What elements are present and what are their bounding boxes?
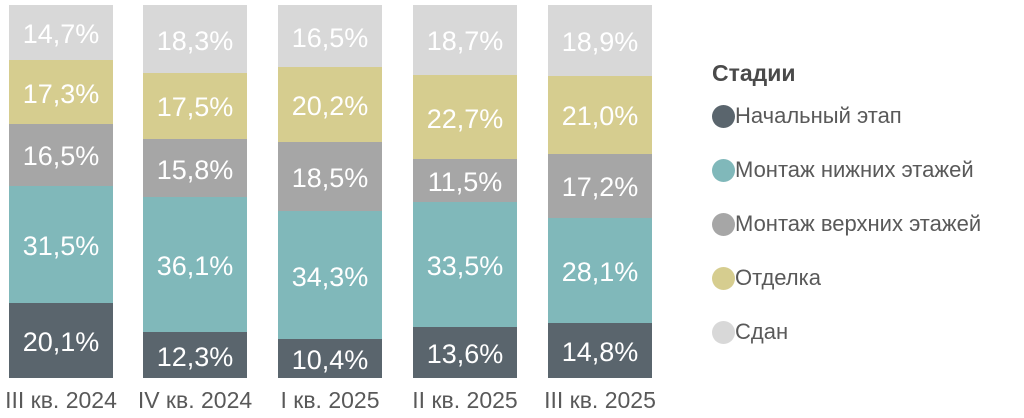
legend-swatch-icon [712, 266, 735, 290]
legend-swatch-icon [712, 104, 735, 128]
legend-label: Монтаж верхних этажей [735, 211, 982, 236]
category-label: IV кв. 2024 [137, 387, 253, 413]
legend-label: Монтаж нижних этажей [735, 157, 974, 182]
segment-value-label: 15,8% [156, 154, 234, 185]
segment-value-label: 33,5% [426, 251, 504, 282]
segment-value-label: 34,3% [291, 261, 369, 292]
bar-segment: 21,0% [548, 75, 652, 154]
bar-segment: 17,3% [9, 59, 113, 125]
segment-value-label: 11,5% [427, 167, 503, 198]
bar-segment: 13,6% [413, 327, 517, 378]
bar-segment: 14,7% [9, 5, 113, 60]
bar-segment: 36,1% [143, 197, 247, 333]
bar-segment: 20,2% [278, 66, 382, 143]
segment-value-label: 36,1% [156, 251, 234, 282]
segment-value-label: 18,3% [156, 25, 234, 56]
segment-value-label: 31,5% [22, 230, 100, 261]
segment-value-label: 10,4% [291, 345, 369, 376]
bar-segment: 33,5% [413, 202, 517, 328]
segment-value-label: 16,5% [291, 22, 369, 53]
segment-value-label: 18,5% [291, 163, 369, 194]
legend-item: Монтаж нижних этажей [712, 157, 1012, 182]
bar-segment: 17,5% [143, 73, 247, 139]
legend-title: Стадии [712, 60, 796, 86]
bar-segment: 16,5% [9, 124, 113, 186]
bar-segment: 31,5% [9, 185, 113, 304]
segment-value-label: 18,7% [426, 26, 504, 57]
segment-value-label: 14,7% [22, 18, 100, 49]
legend-swatch-icon [712, 320, 735, 344]
segment-value-label: 17,3% [22, 78, 100, 109]
bar-column-2: 12,3% 36,1% 15,8% 17,5% 18,3% [143, 5, 247, 378]
bar-segment: 16,5% [278, 5, 382, 67]
segment-value-label: 14,8% [561, 336, 639, 367]
legend-item: Сдан [712, 319, 1012, 344]
segment-value-label: 20,2% [291, 91, 369, 122]
segment-value-label: 17,5% [156, 92, 234, 123]
segment-value-label: 13,6% [426, 339, 504, 370]
bar-segment: 18,3% [143, 5, 247, 74]
bar-segment: 15,8% [143, 138, 247, 198]
segment-value-label: 20,1% [22, 327, 100, 358]
legend-item: Отделка [712, 265, 1012, 290]
segment-value-label: 12,3% [156, 341, 234, 372]
bar-segment: 17,2% [548, 153, 652, 218]
legend: Стадии Начальный этап Монтаж нижних этаже… [712, 60, 1012, 374]
bar-segment: 22,7% [413, 74, 517, 160]
segment-value-label: 16,5% [22, 141, 100, 172]
bar-segment: 11,5% [413, 159, 517, 203]
bar-column-3: 10,4% 34,3% 18,5% 20,2% 16,5% [278, 5, 382, 378]
chart-plot-area: 20,1% 31,5% 16,5% 17,3% 14,7% III кв. 2024 12,… [5, 5, 656, 413]
segment-value-label: 18,9% [561, 26, 639, 57]
legend-items: Начальный этап Монтаж нижних этажей Монтаж… [712, 103, 1012, 344]
category-label: I кв. 2025 [280, 387, 380, 413]
segment-value-label: 22,7% [426, 103, 504, 134]
legend-label: Отделка [735, 265, 821, 290]
category-label: II кв. 2025 [412, 387, 518, 413]
bar-segment: 28,1% [548, 217, 652, 323]
bar-segment: 10,4% [278, 339, 382, 378]
legend-item: Начальный этап [712, 103, 1012, 128]
legend-swatch-icon [712, 158, 735, 182]
legend-swatch-icon [712, 212, 735, 236]
bar-segment: 12,3% [143, 332, 247, 378]
bar-segment: 18,9% [548, 5, 652, 76]
bar-segment: 34,3% [278, 211, 382, 340]
category-label: III кв. 2025 [544, 387, 656, 413]
bar-column-1: 20,1% 31,5% 16,5% 17,3% 14,7% [9, 5, 113, 378]
bar-segment: 14,8% [548, 322, 652, 378]
bar-segment: 18,5% [278, 142, 382, 212]
legend-label: Сдан [735, 319, 789, 344]
bar-segment: 18,7% [413, 5, 517, 75]
segment-value-label: 17,2% [561, 172, 639, 203]
legend-label: Начальный этап [735, 103, 902, 128]
segment-value-label: 28,1% [561, 256, 639, 287]
segment-value-label: 21,0% [561, 101, 639, 132]
legend-item: Монтаж верхних этажей [712, 211, 1012, 236]
category-label: III кв. 2024 [5, 387, 117, 413]
bar-column-5: 14,8% 28,1% 17,2% 21,0% 18,9% [548, 5, 652, 378]
bar-column-4: 13,6% 33,5% 11,5% 22,7% 18,7% [413, 5, 517, 378]
bar-segment: 20,1% [9, 303, 113, 378]
